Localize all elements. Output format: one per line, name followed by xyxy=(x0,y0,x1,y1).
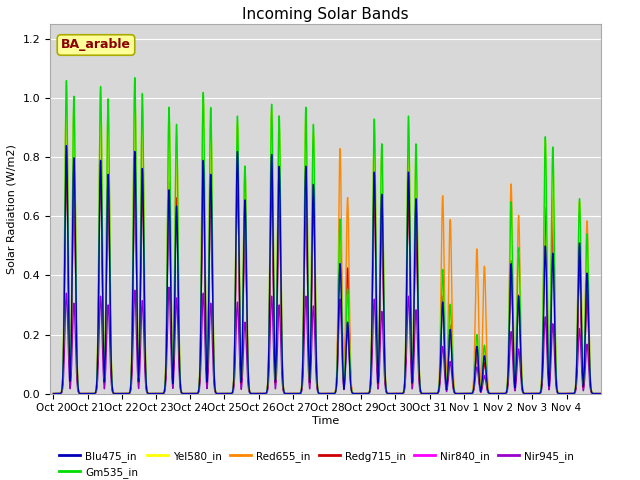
Line: Redg715_in: Redg715_in xyxy=(53,157,601,394)
Nir840_in xyxy=(173,197,180,203)
Gm535_in xyxy=(173,124,180,130)
Red655_in xyxy=(49,391,57,396)
Yel580_in xyxy=(75,388,83,394)
Red655_in xyxy=(63,84,70,89)
Yel580_in xyxy=(163,248,171,253)
Redg715_in xyxy=(410,324,418,330)
Redg715_in xyxy=(75,389,83,395)
Gm535_in xyxy=(129,279,136,285)
X-axis label: Time: Time xyxy=(312,416,339,426)
Gm535_in xyxy=(163,245,171,251)
Redg715_in xyxy=(496,391,504,396)
Nir840_in xyxy=(410,324,418,330)
Redg715_in xyxy=(129,306,136,312)
Nir945_in xyxy=(75,390,83,396)
Gm535_in xyxy=(49,391,57,396)
Redg715_in xyxy=(597,391,605,396)
Blu475_in xyxy=(163,287,171,293)
Yel580_in xyxy=(410,299,418,304)
Y-axis label: Solar Radiation (W/m2): Solar Radiation (W/m2) xyxy=(7,144,17,274)
Red655_in xyxy=(163,249,171,255)
Red655_in xyxy=(75,388,83,394)
Blu475_in xyxy=(496,391,504,396)
Blu475_in xyxy=(129,301,136,307)
Line: Nir945_in: Nir945_in xyxy=(53,288,601,394)
Nir945_in xyxy=(496,391,504,396)
Nir945_in xyxy=(173,296,180,302)
Yel580_in xyxy=(131,81,139,86)
Yel580_in xyxy=(496,391,504,396)
Red655_in xyxy=(410,302,418,308)
Title: Incoming Solar Bands: Incoming Solar Bands xyxy=(242,7,409,22)
Redg715_in xyxy=(173,197,180,203)
Line: Blu475_in: Blu475_in xyxy=(53,145,601,394)
Nir945_in xyxy=(129,354,136,360)
Nir840_in xyxy=(75,389,83,395)
Line: Nir840_in: Nir840_in xyxy=(53,157,601,394)
Red655_in xyxy=(496,391,504,396)
Yel580_in xyxy=(597,391,605,396)
Red655_in xyxy=(173,135,180,141)
Blu475_in xyxy=(63,143,70,148)
Blu475_in xyxy=(597,391,605,396)
Gm535_in xyxy=(410,297,418,302)
Redg715_in xyxy=(49,391,57,396)
Nir945_in xyxy=(163,338,171,344)
Redg715_in xyxy=(163,282,171,288)
Legend: Blu475_in, Gm535_in, Yel580_in, Red655_in, Redg715_in, Nir840_in, Nir945_in: Blu475_in, Gm535_in, Yel580_in, Red655_i… xyxy=(55,447,579,480)
Nir840_in xyxy=(163,282,171,288)
Nir840_in xyxy=(597,391,605,396)
Gm535_in xyxy=(597,391,605,396)
Line: Red655_in: Red655_in xyxy=(53,86,601,394)
Yel580_in xyxy=(129,281,136,287)
Nir840_in xyxy=(49,391,57,396)
Nir840_in xyxy=(63,155,70,160)
Nir840_in xyxy=(129,306,136,312)
Nir945_in xyxy=(165,285,173,290)
Gm535_in xyxy=(131,75,139,81)
Blu475_in xyxy=(49,391,57,396)
Blu475_in xyxy=(75,389,83,395)
Yel580_in xyxy=(173,132,180,138)
Nir945_in xyxy=(597,391,605,396)
Blu475_in xyxy=(410,317,418,323)
Gm535_in xyxy=(496,391,504,396)
Blu475_in xyxy=(173,205,180,211)
Nir945_in xyxy=(410,359,418,365)
Red655_in xyxy=(129,278,136,284)
Red655_in xyxy=(597,391,605,396)
Gm535_in xyxy=(75,388,83,394)
Line: Gm535_in: Gm535_in xyxy=(53,78,601,394)
Nir840_in xyxy=(496,391,504,396)
Line: Yel580_in: Yel580_in xyxy=(53,84,601,394)
Yel580_in xyxy=(49,391,57,396)
Text: BA_arable: BA_arable xyxy=(61,38,131,51)
Redg715_in xyxy=(63,155,70,160)
Nir945_in xyxy=(49,391,57,396)
